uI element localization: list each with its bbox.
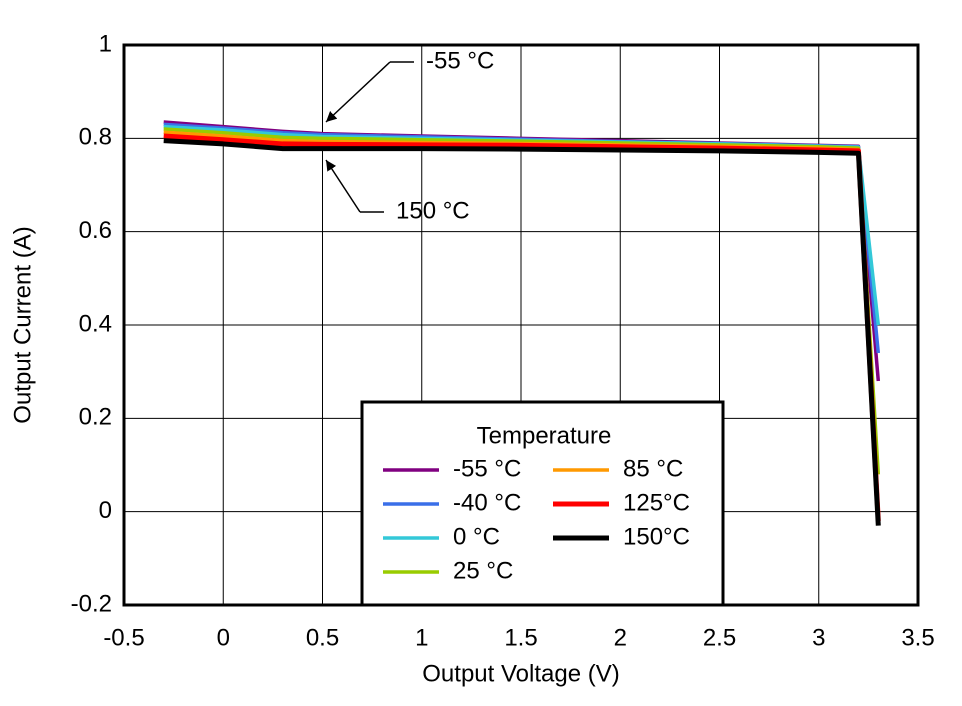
x-tick-label: 2.5 bbox=[703, 624, 736, 651]
annotation: 150 °C bbox=[396, 197, 470, 224]
annotation: -55 °C bbox=[426, 47, 494, 74]
legend: Temperature -55 °C -40 °C 0 °C 25 °C 85 °C 12… bbox=[360, 400, 725, 607]
legend-label: 0 °C bbox=[453, 523, 500, 550]
legend-label: 125°C bbox=[623, 489, 690, 516]
legend-label: 85 °C bbox=[623, 455, 683, 482]
x-tick-label: -0.5 bbox=[103, 624, 144, 651]
y-tick-label: -0.2 bbox=[71, 590, 112, 617]
y-tick-label: 0 bbox=[99, 497, 112, 524]
annotation-arrow bbox=[325, 61, 391, 123]
y-tick-label: 1 bbox=[99, 30, 112, 57]
x-tick-label: 1 bbox=[415, 624, 428, 651]
legend-label: 25 °C bbox=[453, 557, 513, 584]
x-tick-label: 3.5 bbox=[901, 624, 934, 651]
y-tick-label: 0.4 bbox=[79, 310, 112, 337]
x-axis-label: Output Voltage (V) bbox=[422, 660, 619, 687]
x-tick-label: 1.5 bbox=[504, 624, 537, 651]
x-tick-label: 3 bbox=[812, 624, 825, 651]
legend-label: -40 °C bbox=[453, 489, 521, 516]
y-axis-label: Output Current (A) bbox=[9, 226, 36, 423]
legend-label: -55 °C bbox=[453, 455, 521, 482]
x-tick-label: 2 bbox=[614, 624, 627, 651]
x-tick-label: 0 bbox=[217, 624, 230, 651]
legend-title: Temperature bbox=[477, 422, 612, 449]
y-tick-label: 0.2 bbox=[79, 404, 112, 431]
y-tick-label: 0.8 bbox=[79, 124, 112, 151]
annotation-arrow bbox=[325, 159, 361, 213]
x-tick-label: 0.5 bbox=[306, 624, 339, 651]
y-tick-label: 0.6 bbox=[79, 217, 112, 244]
legend-label: 150°C bbox=[623, 523, 690, 550]
series-line bbox=[163, 138, 881, 526]
